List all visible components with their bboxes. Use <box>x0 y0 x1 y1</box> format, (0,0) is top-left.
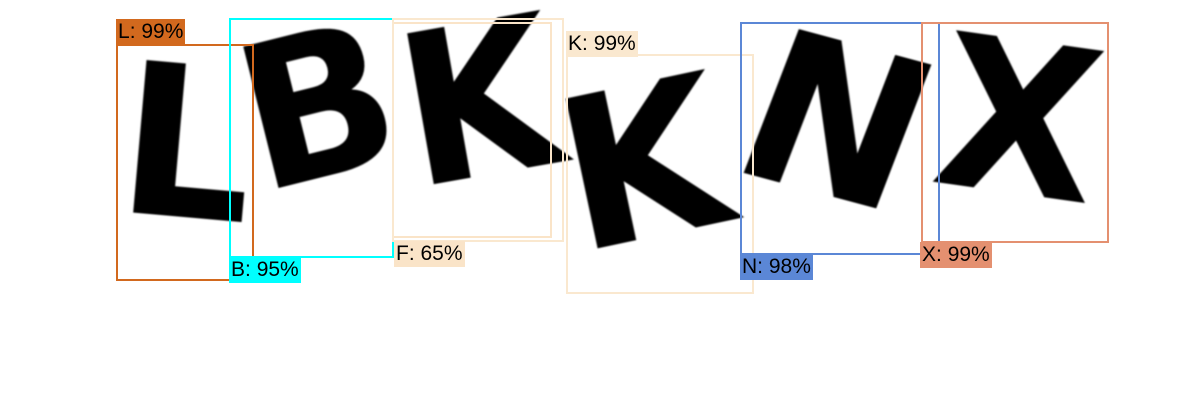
label-l: L: 99% <box>116 19 186 45</box>
label-n-score: 98% <box>768 255 811 278</box>
bbox-x <box>921 22 1109 243</box>
bbox-l <box>116 44 254 281</box>
label-l-name: L <box>118 20 130 43</box>
label-x: X: 99% <box>920 242 992 268</box>
bbox-b <box>229 18 394 258</box>
label-n: N: 98% <box>740 254 813 280</box>
label-b: B: 95% <box>229 257 301 283</box>
label-x-score: 99% <box>947 243 990 266</box>
label-b-name: B <box>231 258 246 281</box>
label-b-score: 95% <box>256 258 299 281</box>
label-n-name: N <box>742 255 758 278</box>
bbox-k-outer <box>392 18 564 242</box>
bbox-n <box>740 22 940 255</box>
label-f: F: 65% <box>394 241 465 267</box>
label-x-name: X <box>922 243 937 266</box>
label-k: K: 99% <box>566 31 638 57</box>
label-k-score: 99% <box>593 32 636 55</box>
label-l-score: 99% <box>141 20 184 43</box>
label-f-score: 65% <box>420 242 463 265</box>
bbox-k <box>566 54 754 294</box>
label-k-name: K <box>568 32 583 55</box>
label-f-name: F <box>396 242 409 265</box>
